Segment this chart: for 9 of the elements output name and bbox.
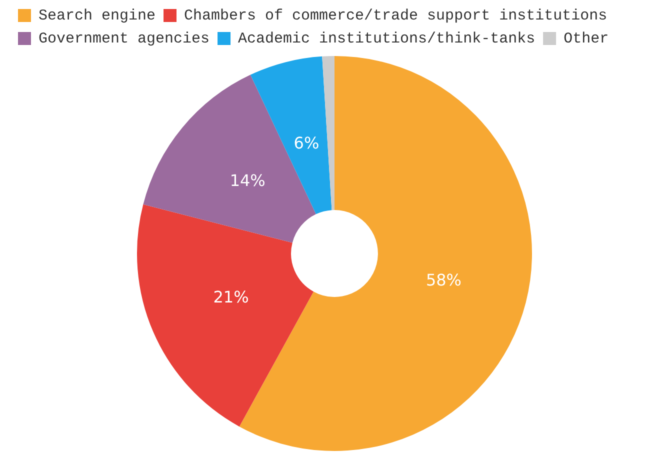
- legend-label: Academic institutions/think-tanks: [238, 30, 536, 48]
- data-label: 58%: [426, 270, 462, 290]
- data-label: 6%: [294, 133, 320, 152]
- legend-label: Other: [564, 30, 609, 48]
- data-label: 21%: [213, 287, 249, 306]
- legend-label: Government agencies: [38, 30, 210, 48]
- legend-label: Chambers of commerce/trade support institutions: [184, 7, 608, 24]
- data-label: 14%: [230, 170, 266, 190]
- legend-label: Search engine: [38, 7, 156, 24]
